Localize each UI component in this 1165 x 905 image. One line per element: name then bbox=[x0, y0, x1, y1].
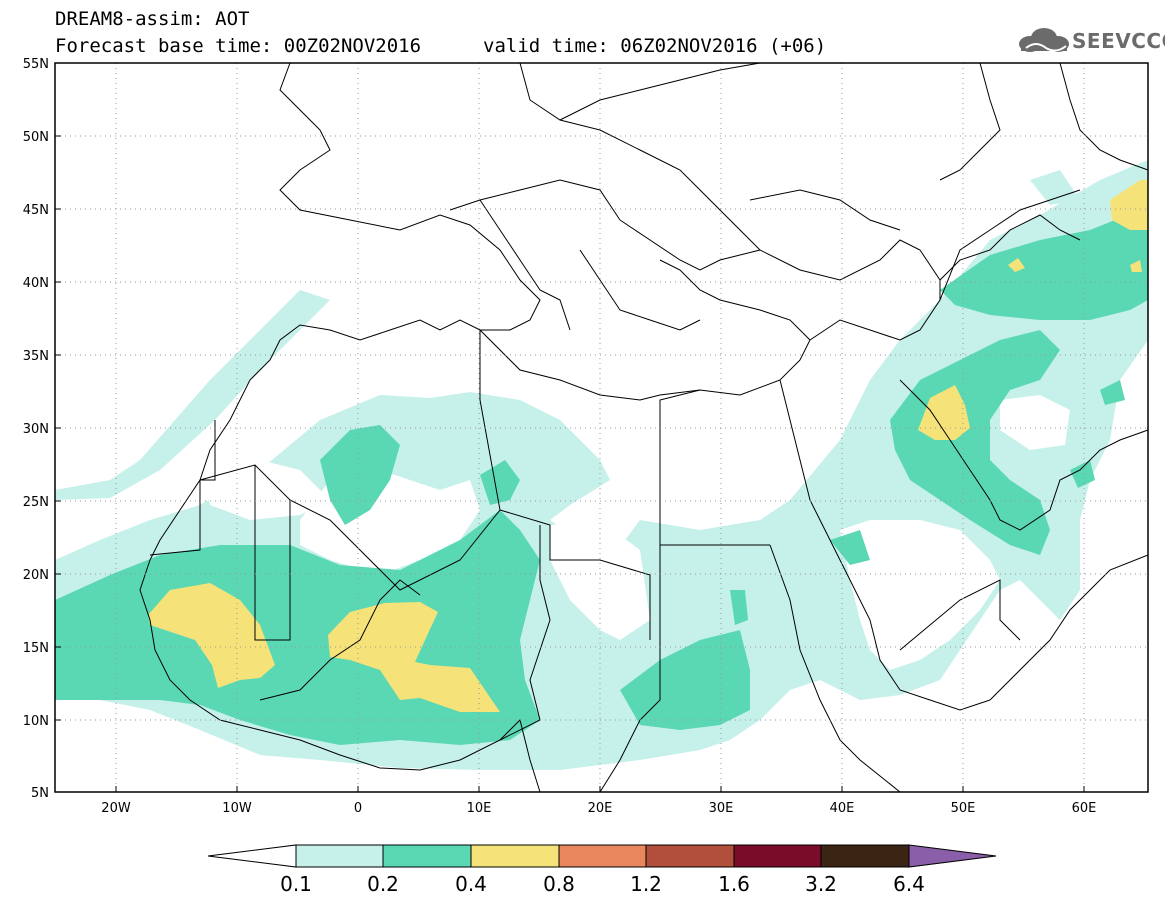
lon-label: 0 bbox=[354, 801, 362, 816]
lat-label: 10N bbox=[23, 714, 49, 729]
lat-label: 25N bbox=[23, 495, 49, 510]
colorbar-label: 0.8 bbox=[543, 872, 575, 896]
longitude-labels: 20W 10W 0 10E 20E 30E 40E 50E 60E bbox=[101, 801, 1096, 816]
colorbar-swatch bbox=[382, 844, 472, 868]
colorbar-label: 6.4 bbox=[893, 872, 925, 896]
lon-label: 10E bbox=[467, 801, 492, 816]
coastlines bbox=[139, 63, 1148, 792]
cloud-icon bbox=[1019, 28, 1069, 52]
lon-label: 50E bbox=[951, 801, 976, 816]
map-title: DREAM8-assim: AOT bbox=[55, 8, 250, 30]
lon-label: 60E bbox=[1072, 801, 1097, 816]
colorbar bbox=[207, 844, 997, 868]
graticule bbox=[55, 63, 1148, 792]
lat-label: 35N bbox=[23, 349, 49, 364]
colorbar-label: 0.4 bbox=[455, 872, 487, 896]
aot-field-high bbox=[148, 180, 1148, 712]
latitude-labels: 55N 50N 45N 40N 35N 30N 25N 20N 15N 10N … bbox=[23, 57, 49, 801]
colorbar-label: 1.6 bbox=[718, 872, 750, 896]
lat-label: 15N bbox=[23, 641, 49, 656]
seevccc-logo: SEEVCCC bbox=[1016, 26, 1165, 56]
colorbar-label: 0.1 bbox=[280, 872, 312, 896]
colorbar-high-arrow bbox=[908, 844, 997, 868]
colorbar-label: 3.2 bbox=[805, 872, 837, 896]
colorbar-swatch bbox=[470, 844, 560, 868]
colorbar-label: 1.2 bbox=[630, 872, 662, 896]
lat-label: 45N bbox=[23, 203, 49, 218]
lat-label: 40N bbox=[23, 276, 49, 291]
colorbar-swatch bbox=[820, 844, 910, 868]
lon-label: 40E bbox=[830, 801, 855, 816]
logo-text: SEEVCCC bbox=[1072, 29, 1165, 53]
colorbar-labels: 0.1 0.2 0.4 0.8 1.2 1.6 3.2 6.4 bbox=[280, 872, 925, 896]
valid-time: valid time: 06Z02NOV2016 (+06) bbox=[483, 35, 827, 57]
forecast-base-time: Forecast base time: 00Z02NOV2016 bbox=[55, 35, 422, 57]
lon-label: 20E bbox=[588, 801, 613, 816]
lat-label: 20N bbox=[23, 568, 49, 583]
colorbar-swatch bbox=[558, 844, 647, 868]
colorbar-swatch bbox=[295, 844, 384, 868]
colorbar-label: 0.2 bbox=[367, 872, 399, 896]
colorbar-swatch bbox=[645, 844, 735, 868]
lat-label: 50N bbox=[23, 130, 49, 145]
lat-label: 5N bbox=[31, 786, 49, 801]
colorbar-swatch bbox=[733, 844, 822, 868]
lon-label: 20W bbox=[101, 801, 131, 816]
lon-label: 10W bbox=[222, 801, 252, 816]
lat-label: 30N bbox=[23, 422, 49, 437]
colorbar-low-arrow bbox=[207, 844, 297, 868]
lon-label: 30E bbox=[709, 801, 734, 816]
aot-field bbox=[55, 160, 1148, 770]
lat-label: 55N bbox=[23, 57, 49, 72]
axis-ticks bbox=[55, 135, 1085, 792]
